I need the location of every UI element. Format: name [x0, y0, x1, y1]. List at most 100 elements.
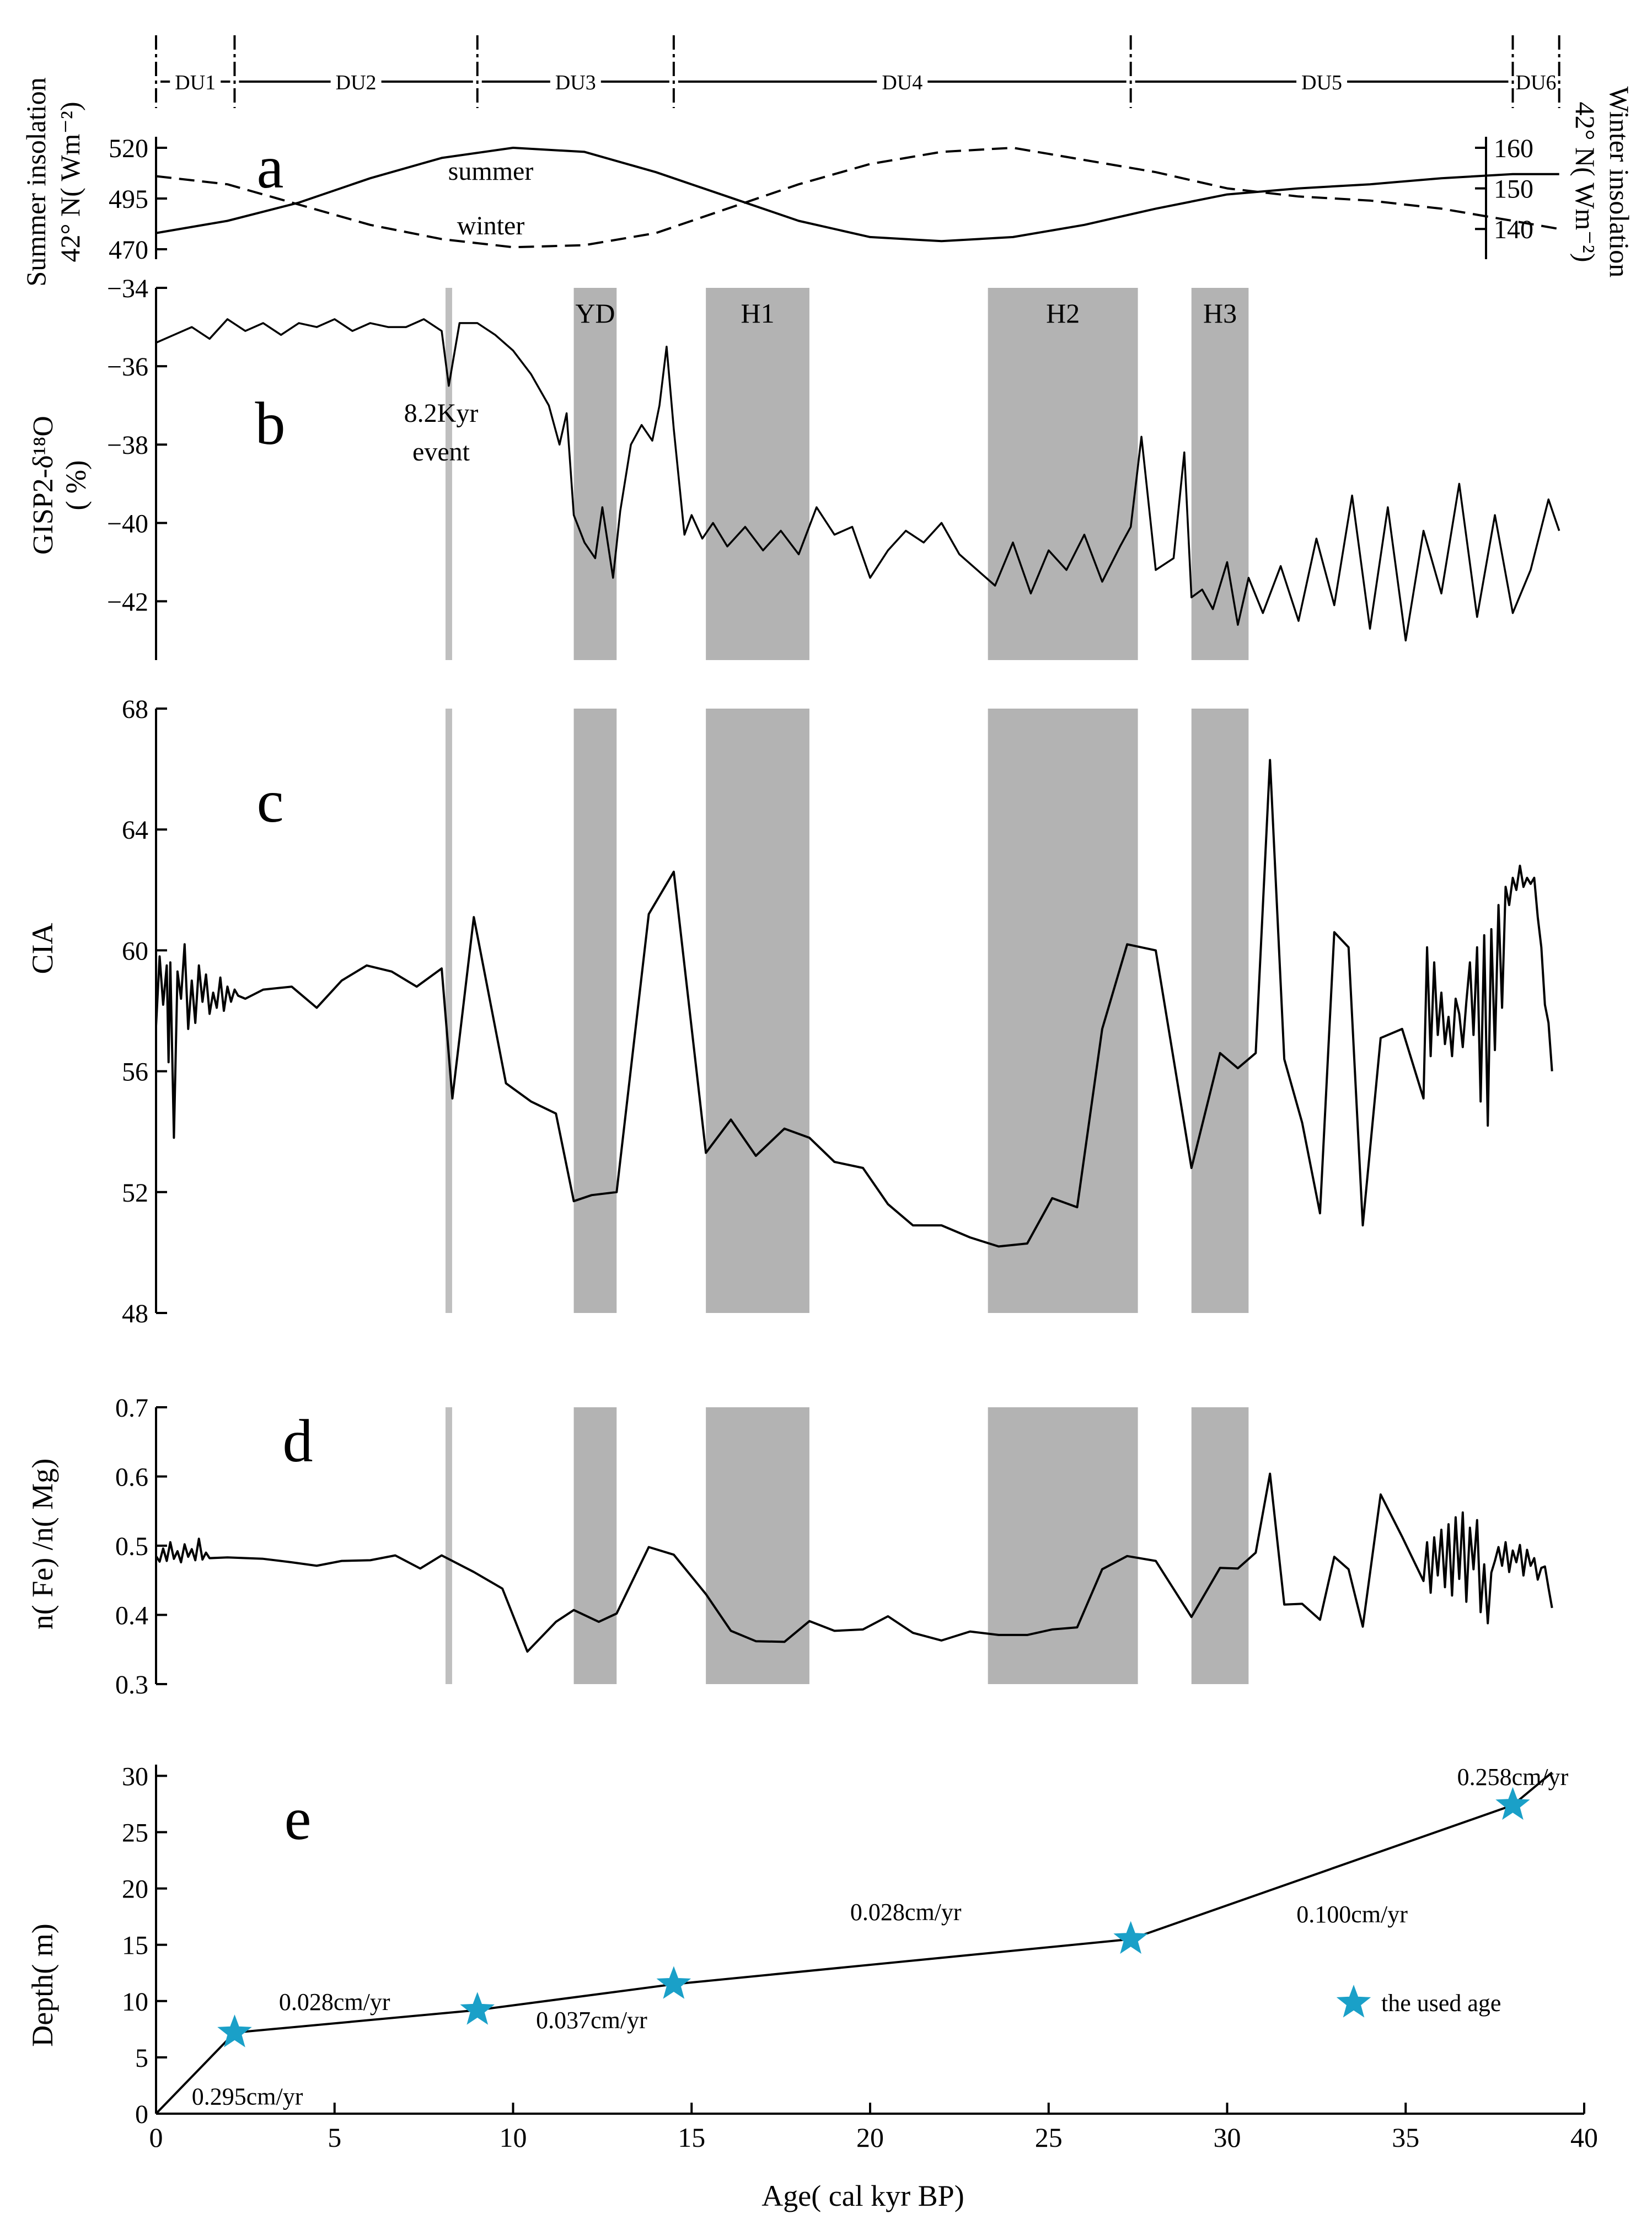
- panel-c-y-tick-label: 60: [122, 936, 148, 966]
- event-band-H2: [988, 1407, 1138, 1684]
- panel-c-y-tick-label: 56: [122, 1058, 148, 1087]
- event-band-label-H3: H3: [1203, 298, 1237, 329]
- panel-a-left-y-tick-label: 495: [109, 185, 148, 214]
- panel-e-y-tick-label: 5: [135, 2044, 148, 2073]
- winter-curve-label: winter: [457, 211, 525, 240]
- used-age-star: [217, 2014, 252, 2048]
- event-band-label-YD: YD: [575, 298, 615, 329]
- gisp2-d18o-curve: [155, 318, 1560, 642]
- sedimentation-rate-label: 0.295cm/yr: [192, 2083, 303, 2110]
- panel-d-y-tick-label: 0.6: [115, 1463, 148, 1492]
- fe-mg-ratio-curve: [155, 1472, 1553, 1653]
- x-tick-label: 15: [678, 2122, 705, 2153]
- used-age-star: [460, 1992, 495, 2025]
- panel-e-y-tick-label: 30: [122, 1762, 148, 1791]
- sedimentation-rate-label: 0.258cm/yr: [1457, 1764, 1569, 1791]
- sedimentation-rate-label: 0.028cm/yr: [850, 1899, 962, 1926]
- panel-d-y-tick-label: 0.7: [115, 1393, 148, 1423]
- used-age-star: [1495, 1787, 1530, 1820]
- event-band-H1: [706, 288, 809, 660]
- event-8-2-band: [445, 1407, 452, 1684]
- event-band-H3: [1191, 1407, 1249, 1684]
- panel-letter-b: b: [255, 390, 286, 457]
- event-8-2-band: [445, 709, 452, 1313]
- depositional-units-bar: DU1 DU2 DU3 DU4 DU5 DU6: [155, 35, 1560, 108]
- panel-d-y-tick-label: 0.4: [115, 1601, 148, 1631]
- panel-d-ylabel: n( Fe) /n( Mg): [26, 1459, 59, 1630]
- event-band-label-H1: H1: [741, 298, 774, 329]
- du-label-6: DU6: [1516, 71, 1557, 94]
- panel-b-y-tick-label: −38: [107, 431, 148, 460]
- event-band-label-H2: H2: [1046, 298, 1080, 329]
- sedimentation-rate-label: 0.100cm/yr: [1296, 1901, 1408, 1928]
- panel-d-fe-mg: d n( Fe) /n( Mg): [26, 1407, 313, 1630]
- x-tick-label: 0: [149, 2122, 163, 2153]
- du-label-1: DU1: [175, 71, 216, 94]
- event-band-H3: [1191, 288, 1249, 660]
- panel-a-left-y-tick-label: 470: [109, 235, 148, 265]
- event-8-2-band: [445, 288, 452, 660]
- event-band-H1: [706, 1407, 809, 1684]
- x-tick-label: 5: [328, 2122, 341, 2153]
- panel-letter-a: a: [257, 133, 284, 201]
- panel-b-y-tick-label: −42: [107, 587, 148, 617]
- event-8-2-label-line2: event: [412, 437, 470, 467]
- event-band-YD: [573, 1407, 617, 1684]
- panel-d-y-tick-label: 0.5: [115, 1532, 148, 1561]
- summer-insolation-curve: [155, 147, 1559, 243]
- legend-star: [1336, 1985, 1371, 2018]
- panel-c-y-tick-label: 64: [122, 816, 148, 845]
- panel-a-left-ylabel-line2: 42° N( Wm⁻²): [55, 102, 85, 262]
- event-band-H3: [1191, 709, 1249, 1313]
- panel-d-y-tick-label: 0.3: [115, 1670, 148, 1700]
- panel-letter-e: e: [285, 1785, 312, 1852]
- cia-curve: [155, 759, 1553, 1248]
- panel-e-ylabel: Depth( m): [26, 1923, 59, 2046]
- panel-c-y-tick-label: 52: [122, 1178, 148, 1208]
- panel-a-right-y-tick-label: 140: [1494, 215, 1533, 244]
- panel-letter-c: c: [257, 768, 284, 835]
- x-tick-label: 35: [1392, 2122, 1419, 2153]
- generated-chart-marks: 470495520140150160−42−40−38−36−344852566…: [107, 134, 1598, 2153]
- x-tick-label: 20: [856, 2122, 884, 2153]
- panel-a-insolation: a summer winter Summer insolation 42° N(…: [20, 77, 1635, 286]
- event-band-H2: [988, 709, 1138, 1313]
- panel-e-y-tick-label: 20: [122, 1875, 148, 1904]
- event-bands: YD H1 H2 H3: [445, 288, 1249, 1684]
- panel-e-y-tick-label: 0: [135, 2100, 148, 2129]
- x-tick-label: 40: [1570, 2122, 1598, 2153]
- event-band-H2: [988, 288, 1138, 660]
- event-band-YD: [573, 288, 617, 660]
- winter-insolation-curve: [155, 147, 1560, 249]
- x-tick-label: 25: [1035, 2122, 1063, 2153]
- du-label-3: DU3: [555, 71, 596, 94]
- panel-e-y-tick-label: 10: [122, 1987, 148, 2017]
- panel-a-right-ylabel-line1: Winter insolation: [1604, 87, 1635, 278]
- panel-c-cia: c CIA: [26, 768, 283, 974]
- panel-e-y-tick-label: 15: [122, 1931, 148, 1960]
- panel-a-right-ylabel-line2: 42° N( Wm⁻²): [1570, 102, 1601, 262]
- panel-b-gisp2: b 8.2Kyr event GISP2-δ¹⁸O ( %): [28, 390, 478, 555]
- summer-curve-label: summer: [448, 157, 534, 186]
- event-band-YD: [573, 709, 617, 1313]
- panel-letter-d: d: [283, 1407, 313, 1475]
- du-label-2: DU2: [336, 71, 377, 94]
- panel-c-y-tick-label: 48: [122, 1299, 148, 1328]
- panel-c-ylabel: CIA: [26, 923, 59, 974]
- sedimentation-rate-label: 0.037cm/yr: [536, 2007, 647, 2034]
- x-axis-label: Age( cal kyr BP): [761, 2179, 964, 2212]
- du-label-5: DU5: [1301, 71, 1342, 94]
- panel-a-left-y-tick-label: 520: [109, 134, 148, 163]
- sedimentation-rate-label: 0.028cm/yr: [279, 1988, 390, 2016]
- event-band-H1: [706, 709, 809, 1313]
- x-tick-label: 30: [1214, 2122, 1241, 2153]
- panel-b-y-tick-label: −36: [107, 352, 148, 382]
- panel-a-left-ylabel-line1: Summer insolation: [20, 77, 51, 286]
- panel-b-ylabel-line2: ( %): [61, 460, 92, 511]
- panel-b-ylabel-line1: GISP2-δ¹⁸O: [28, 416, 59, 555]
- panel-a-right-y-tick-label: 160: [1494, 134, 1533, 163]
- panel-c-y-tick-label: 68: [122, 695, 148, 724]
- panel-e-legend-label: the used age: [1381, 1990, 1501, 2017]
